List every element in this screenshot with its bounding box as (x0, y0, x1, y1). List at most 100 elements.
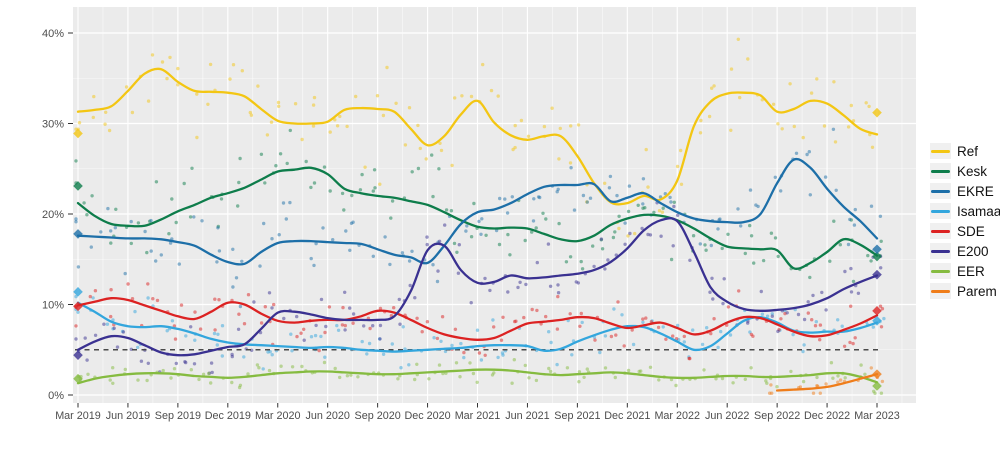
poll-point-ekre (113, 226, 118, 230)
poll-point-sde (126, 282, 130, 286)
poll-point-ekre (371, 254, 375, 258)
poll-point-isamaa (367, 341, 372, 346)
poll-point-kesk (769, 231, 774, 235)
poll-point-ref (293, 102, 298, 106)
poll-point-eer (136, 378, 140, 382)
poll-point-e200 (776, 329, 780, 334)
poll-point-sde (242, 322, 247, 326)
poll-point-eer (111, 366, 115, 370)
poll-point-kesk (652, 210, 656, 215)
poll-point-kesk (557, 221, 561, 226)
poll-point-kesk (455, 250, 459, 254)
poll-point-isamaa (555, 362, 559, 367)
poll-point-isamaa (242, 355, 246, 359)
poll-point-ekre (555, 190, 559, 194)
poll-point-eer (172, 367, 177, 371)
poll-point-sde (630, 328, 634, 332)
poll-point-e200 (74, 337, 78, 341)
poll-point-eer (349, 373, 353, 377)
legend-key-sde (930, 223, 951, 239)
poll-point-parem (769, 383, 773, 387)
poll-point-ref (276, 100, 281, 105)
poll-point-sde (806, 311, 810, 315)
poll-point-ref (335, 124, 340, 128)
poll-point-ref (849, 103, 853, 108)
poll-point-kesk (743, 251, 747, 256)
poll-point-ref (407, 106, 412, 110)
poll-point-e200 (85, 358, 89, 362)
poll-point-e200 (606, 258, 610, 262)
poll-point-e200 (443, 223, 447, 227)
poll-point-eer (279, 364, 283, 368)
poll-point-e200 (192, 362, 197, 366)
poll-point-e200 (483, 276, 487, 281)
poll-point-e200 (457, 243, 461, 247)
poll-point-kesk (373, 186, 377, 190)
poll-point-isamaa (612, 307, 616, 311)
poll-point-e200 (556, 283, 560, 287)
poll-point-ekre (480, 217, 484, 221)
x-tick-label: Mar 2022 (654, 410, 700, 422)
poll-point-e200 (672, 204, 676, 209)
poll-point-sde (351, 321, 355, 325)
poll-point-e200 (603, 267, 607, 271)
poll-point-ekre (89, 245, 94, 249)
poll-point-kesk (174, 220, 178, 225)
poll-point-kesk (626, 209, 631, 214)
poll-point-parem (770, 391, 774, 395)
poll-point-isamaa (716, 345, 720, 350)
poll-point-sde (173, 337, 178, 341)
poll-point-isamaa (496, 355, 500, 360)
poll-point-ref (269, 120, 274, 124)
poll-point-isamaa (170, 319, 175, 323)
poll-point-kesk (497, 242, 502, 247)
legend-key-parem (930, 283, 951, 299)
poll-point-isamaa (407, 363, 411, 367)
poll-point-ekre (109, 229, 113, 233)
poll-point-eer (490, 373, 495, 377)
poll-point-kesk (544, 217, 548, 221)
poll-point-sde (323, 330, 327, 335)
poll-point-sde (477, 351, 482, 355)
poll-point-sde (813, 324, 818, 328)
poll-point-isamaa (882, 316, 886, 321)
poll-point-e200 (343, 290, 347, 294)
poll-point-kesk (390, 199, 395, 203)
poll-point-ref (195, 92, 199, 96)
poll-point-e200 (628, 231, 632, 236)
poll-point-isamaa (184, 334, 188, 338)
poll-point-isamaa (76, 310, 80, 314)
poll-point-eer (512, 358, 516, 362)
poll-point-eer (801, 379, 806, 384)
x-tick-label: Sep 2022 (754, 410, 800, 422)
poll-point-kesk (145, 250, 149, 255)
poll-point-e200 (574, 280, 578, 284)
poll-point-eer (548, 369, 553, 374)
poll-point-eer (527, 376, 531, 380)
x-tick-label: Jun 2021 (505, 410, 549, 422)
poll-point-ekre (823, 175, 828, 179)
poll-point-sde (849, 304, 853, 308)
poll-point-isamaa (439, 339, 443, 343)
poll-point-e200 (640, 226, 644, 231)
poll-point-eer (108, 378, 112, 382)
poll-point-eer (338, 375, 342, 380)
x-tick-label: Sep 2019 (155, 410, 201, 422)
poll-point-kesk (449, 209, 454, 213)
poll-point-sde (818, 323, 823, 327)
poll-point-ref (165, 76, 169, 81)
poll-point-kesk (484, 233, 488, 237)
poll-point-ref (729, 67, 734, 71)
poll-point-e200 (879, 266, 883, 270)
axes: 0% 10% 20% 30% 40% Mar 2019 Jun 2019 Sep 2019 De… (42, 28, 900, 422)
legend-line-icon (931, 289, 950, 293)
poll-point-kesk (274, 164, 278, 168)
poll-point-ref (460, 94, 464, 98)
poll-point-ref (809, 91, 814, 95)
poll-point-ekre (531, 219, 536, 223)
poll-point-ekre (312, 263, 316, 268)
poll-point-ekre (498, 196, 502, 201)
poll-point-ref (403, 143, 408, 147)
poll-point-ekre (503, 197, 507, 201)
poll-point-ekre (716, 227, 720, 231)
